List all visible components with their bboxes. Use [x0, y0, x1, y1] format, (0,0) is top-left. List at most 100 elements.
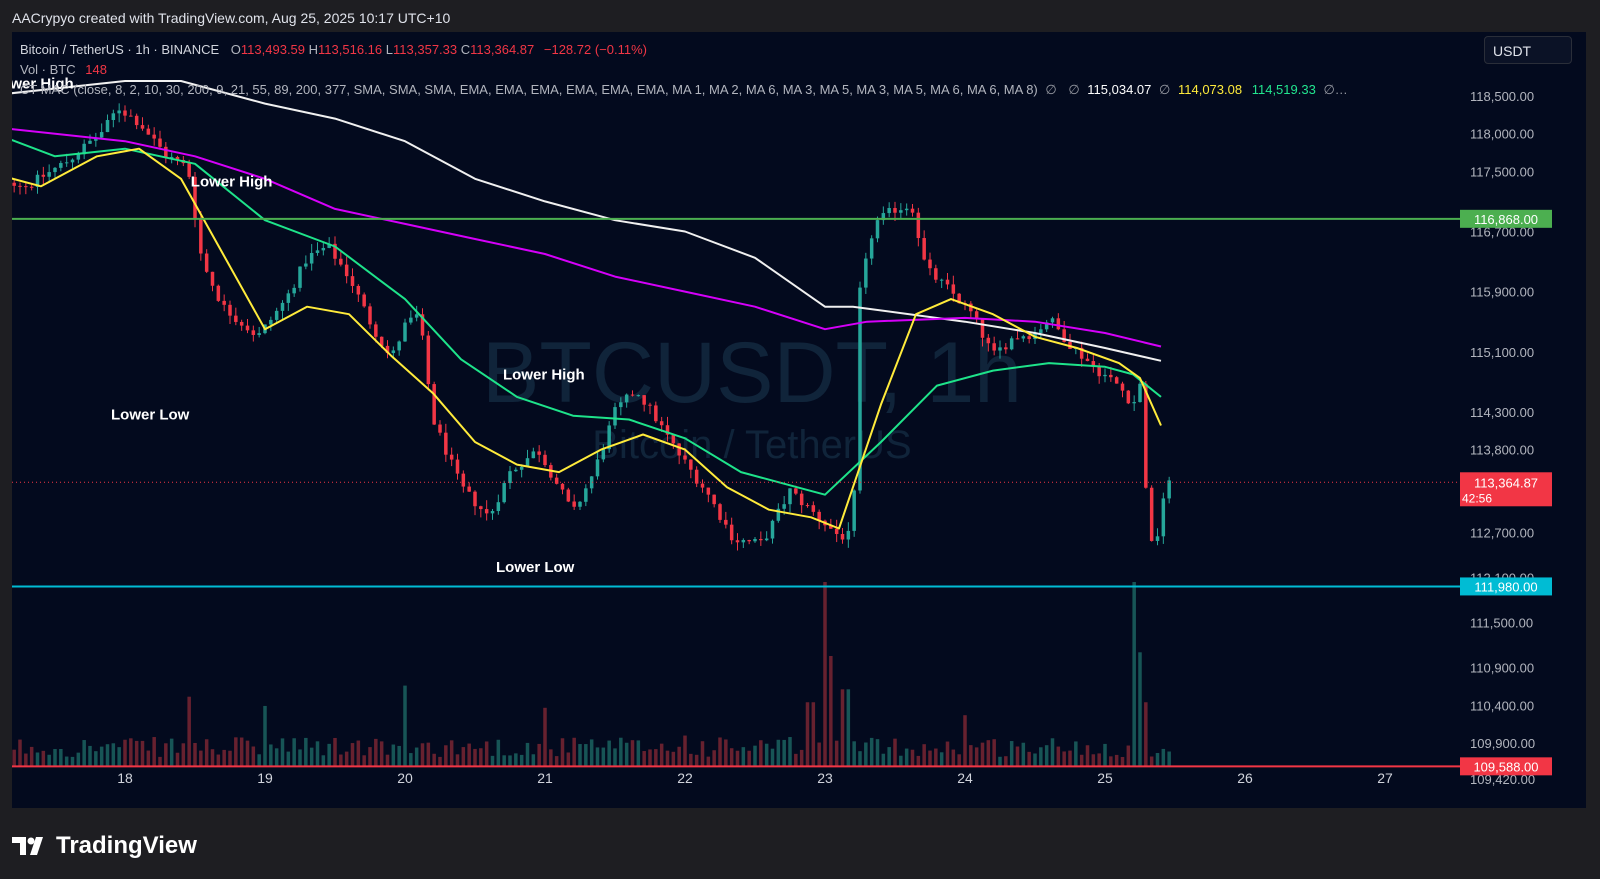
candle-body: [356, 285, 361, 295]
candle-body: [409, 317, 413, 323]
volume-bar: [245, 740, 250, 767]
volume-bar: [123, 739, 127, 767]
volume-bar: [1056, 746, 1061, 767]
volume-bar: [677, 746, 681, 767]
volume-bar: [111, 743, 116, 767]
y-tick-label: 118,000.00: [1470, 127, 1534, 142]
indicator-label[interactable]: CT MAC (close, 8, 2, 10, 30, 200, 9, 21,…: [20, 82, 1038, 97]
annotation-4: Lower Low: [496, 559, 575, 576]
volume-bar: [665, 750, 670, 767]
volume-bar: [146, 750, 151, 767]
candle-body: [741, 540, 746, 543]
volume-bar: [1050, 738, 1055, 767]
candle-body: [175, 156, 180, 160]
candle-body: [1144, 383, 1148, 488]
volume-bar: [1097, 753, 1101, 767]
annotation-3: Lower High: [503, 367, 585, 384]
volume-bar: [741, 747, 746, 767]
volume-bar: [455, 754, 460, 767]
level-tag-label: 116,868.00: [1474, 212, 1538, 227]
candle-body: [438, 424, 442, 433]
ma_white-line: [12, 80, 1162, 362]
volume-bar: [438, 756, 442, 767]
candle-body: [607, 425, 611, 450]
candle-body: [508, 471, 512, 484]
volume-bar: [385, 754, 390, 767]
volume-bar: [409, 753, 413, 767]
volume-bar: [1132, 582, 1136, 767]
y-tick-label: 115,900.00: [1470, 285, 1534, 300]
ma-green-value: 114,519.33: [1251, 82, 1316, 97]
candle-body: [694, 469, 699, 484]
volume-bars: [12, 582, 1171, 767]
candle-body: [309, 252, 314, 264]
candle-body: [601, 449, 606, 460]
symbol-label[interactable]: Bitcoin / TetherUS · 1h · BINANCE: [20, 42, 220, 57]
volume-bar: [269, 744, 273, 767]
low-label: L: [385, 42, 394, 57]
candle-body: [986, 337, 991, 344]
candle-body: [286, 293, 291, 303]
candle-body: [974, 311, 979, 319]
candle-body: [904, 208, 909, 211]
candle-body: [776, 508, 781, 521]
volume-bar: [251, 746, 256, 767]
volume-bar: [595, 747, 600, 767]
volume-bar: [420, 743, 425, 767]
y-tick-label: 118,500.00: [1470, 89, 1534, 104]
volume-bar: [461, 747, 466, 767]
footer-logo[interactable]: TradingView: [12, 832, 197, 860]
annotation-0: Lower High: [12, 76, 74, 93]
candle-body: [584, 488, 588, 502]
candle-body: [589, 476, 594, 489]
volume-bar: [788, 737, 792, 767]
candle-body: [537, 451, 541, 455]
candle-body: [659, 421, 664, 426]
volume-bar: [508, 755, 512, 767]
candle-body: [928, 259, 932, 269]
volume-bar: [928, 750, 932, 767]
candle-body: [490, 510, 495, 514]
volume-bar: [76, 752, 81, 767]
candle-body: [560, 483, 565, 490]
candle-body: [1044, 322, 1049, 330]
candle-body: [82, 143, 86, 155]
volume-bar: [70, 756, 75, 767]
volume-bar: [554, 756, 559, 767]
volume-bar: [1091, 754, 1096, 767]
y-tick-label: 110,400.00: [1470, 698, 1534, 713]
candle-body: [449, 454, 454, 460]
volume-bar: [624, 742, 629, 767]
volume-bar: [414, 747, 419, 767]
candle-body: [169, 156, 174, 158]
volume-bar: [1009, 741, 1014, 767]
candle-body: [624, 394, 629, 403]
candle-body: [700, 483, 705, 488]
volume-label[interactable]: Vol · BTC: [20, 62, 76, 77]
volume-bar: [304, 737, 308, 767]
candle-body: [251, 330, 256, 335]
plot-background: [12, 32, 1586, 808]
na-value-1: ∅: [1045, 82, 1057, 97]
open-value: 113,493.59: [240, 42, 306, 57]
volume-bar: [1068, 750, 1072, 767]
volume-bar: [286, 751, 291, 767]
volume-bar: [747, 750, 751, 767]
legend-indicator-row: CT MAC (close, 8, 2, 10, 30, 200, 9, 21,…: [20, 80, 1352, 100]
time-axis[interactable]: 18 19 20 21 22 23 24 25 26 27: [117, 770, 1393, 786]
candle-body: [543, 454, 547, 466]
price-axis[interactable]: 118,500.00 118,000.00 117,500.00 116,700.00…: [1460, 89, 1552, 787]
candle-body: [444, 432, 448, 455]
currency-button[interactable]: USDT: [1484, 36, 1572, 64]
candle-body: [899, 210, 903, 213]
candle-body: [887, 208, 891, 214]
volume-bar: [904, 748, 909, 767]
candle-body: [269, 319, 273, 325]
high-label: H: [308, 42, 319, 57]
volume-bar: [799, 749, 804, 767]
volume-bar: [344, 751, 349, 767]
candle-body: [70, 159, 75, 163]
volume-bar: [887, 747, 891, 767]
